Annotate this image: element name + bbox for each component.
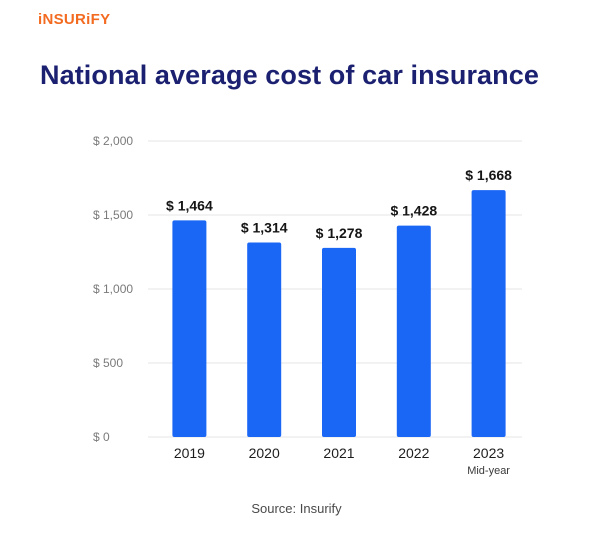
x-tick-label: 2021 bbox=[323, 445, 354, 461]
insurify-logo: iNSURiFY bbox=[38, 11, 111, 28]
bar bbox=[471, 190, 506, 437]
bar bbox=[172, 220, 207, 437]
y-tick-label: $ 1,000 bbox=[93, 282, 133, 296]
y-tick-label: $ 500 bbox=[93, 356, 123, 370]
y-tick-label: $ 0 bbox=[93, 430, 110, 444]
x-tick-sublabel: Mid-year bbox=[467, 465, 510, 477]
x-tick-label: 2020 bbox=[249, 445, 280, 461]
bar bbox=[396, 225, 431, 437]
x-tick-label: 2022 bbox=[398, 445, 429, 461]
y-tick-label: $ 1,500 bbox=[93, 208, 133, 222]
chart-title: National average cost of car insurance bbox=[40, 60, 539, 90]
x-tick-label: 2019 bbox=[174, 445, 205, 461]
data-label: $ 1,464 bbox=[166, 197, 213, 213]
bar bbox=[322, 247, 356, 437]
y-tick-label: $ 2,000 bbox=[93, 134, 133, 148]
data-label: $ 1,278 bbox=[316, 225, 363, 241]
x-tick-label: 2023 bbox=[473, 445, 504, 461]
data-label: $ 1,668 bbox=[465, 167, 512, 183]
data-label: $ 1,428 bbox=[390, 203, 437, 219]
source-note: Source: Insurify bbox=[251, 501, 342, 516]
bar bbox=[247, 242, 282, 437]
data-label: $ 1,314 bbox=[241, 220, 288, 236]
